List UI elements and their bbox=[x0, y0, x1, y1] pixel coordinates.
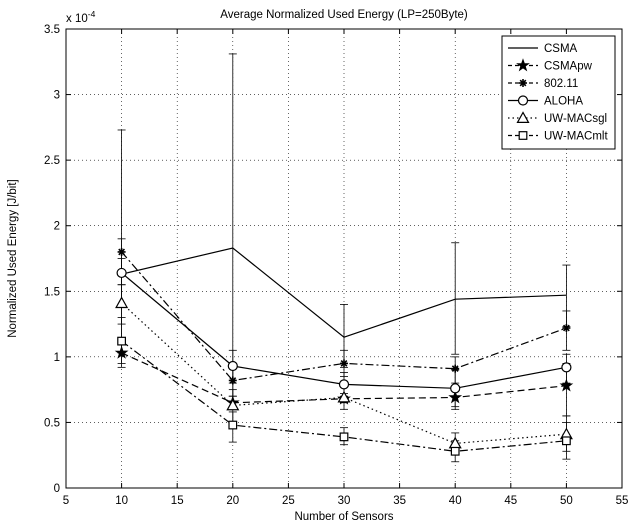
y-axis-multiplier: x 10-4 bbox=[66, 9, 96, 25]
data-point-uw-macsgl bbox=[337, 390, 351, 403]
data-point-802-11 bbox=[117, 247, 126, 256]
legend-marker-uw-macsgl bbox=[516, 111, 530, 124]
legend-label-csmapw: CSMApw bbox=[544, 61, 593, 73]
legend-marker-802-11-stroke bbox=[519, 79, 527, 87]
legend-box bbox=[501, 35, 616, 150]
data-point-802-11 bbox=[562, 324, 571, 333]
series-markers bbox=[114, 247, 574, 456]
data-point-aloha bbox=[338, 379, 350, 390]
data-point-uw-macsgl bbox=[226, 398, 240, 411]
y-tick-label: 0.5 bbox=[44, 417, 60, 429]
y-axis-label: Normalized Used Energy [J/bit] bbox=[7, 179, 19, 338]
y-multiplier-exponent: -4 bbox=[88, 9, 96, 19]
data-point-uw-macmlt bbox=[117, 336, 127, 346]
x-tick-label: 45 bbox=[504, 495, 517, 507]
legend-marker-csmapw bbox=[516, 58, 530, 72]
axis-ticks: 5 10 15 20 25 30 35 40 45 50 55 0 0.5 1 1.5 2 2.5 3 3.5 bbox=[44, 24, 628, 507]
series-line-csma bbox=[121, 247, 567, 338]
legend-label-aloha: ALOHA bbox=[544, 96, 583, 108]
legend-label-uw-macmlt: UW-MACmlt bbox=[544, 131, 608, 143]
legend-marker-802-11 bbox=[519, 79, 527, 87]
data-point-802-11 bbox=[340, 359, 348, 368]
data-point-802-11-stroke bbox=[340, 360, 348, 367]
y-tick-label: 3 bbox=[54, 90, 60, 102]
x-tick-label: 5 bbox=[63, 495, 69, 507]
data-point-uw-macsgl bbox=[448, 436, 462, 449]
legend-label-csma: CSMA bbox=[544, 43, 578, 55]
x-tick-label: 10 bbox=[115, 495, 128, 507]
y-tick-label: 2.5 bbox=[44, 155, 60, 167]
data-point-802-11 bbox=[451, 364, 460, 373]
data-point-csmapw bbox=[559, 378, 574, 392]
data-point-aloha bbox=[561, 362, 572, 373]
legend: CSMA CSMApw 802.11 ALOHA UW-MACsgl UW-MACmlt bbox=[501, 35, 616, 150]
y-tick-label: 1.5 bbox=[44, 286, 60, 298]
data-point-csmapw bbox=[114, 345, 129, 359]
data-point-802-11-stroke bbox=[118, 248, 125, 256]
data-point-802-11-stroke bbox=[451, 365, 459, 373]
y-multiplier-base: x 10 bbox=[66, 13, 88, 25]
data-point-uw-macmlt bbox=[339, 432, 349, 442]
x-axis-label: Number of Sensors bbox=[294, 511, 393, 523]
x-tick-label: 50 bbox=[560, 495, 573, 507]
x-tick-label: 25 bbox=[282, 495, 295, 507]
y-tick-label: 3.5 bbox=[44, 24, 60, 36]
data-point-802-11-stroke bbox=[563, 324, 570, 332]
x-tick-label: 35 bbox=[393, 495, 406, 507]
data-point-uw-macmlt bbox=[561, 436, 571, 446]
data-point-aloha bbox=[116, 267, 127, 279]
y-tick-label: 2 bbox=[54, 221, 60, 233]
data-point-802-11 bbox=[228, 376, 237, 385]
data-point-802-11-stroke bbox=[229, 377, 237, 384]
legend-marker-aloha bbox=[517, 95, 529, 106]
data-point-uw-macmlt bbox=[228, 420, 238, 430]
x-tick-label: 30 bbox=[338, 495, 351, 507]
x-tick-label: 55 bbox=[616, 495, 629, 507]
x-tick-label: 15 bbox=[171, 495, 184, 507]
data-point-uw-macmlt bbox=[450, 446, 460, 456]
series-line-802-11 bbox=[121, 251, 567, 382]
data-point-csmapw bbox=[448, 390, 463, 404]
y-tick-label: 1 bbox=[54, 352, 60, 364]
legend-label-802-11: 802.11 bbox=[544, 78, 578, 90]
legend-label-uw-macsgl: UW-MACsgl bbox=[544, 113, 607, 125]
chart-title: Average Normalized Used Energy (LP=250By… bbox=[220, 9, 468, 21]
legend-marker-uw-macmlt bbox=[518, 131, 528, 140]
y-tick-label: 0 bbox=[54, 483, 60, 495]
data-point-aloha bbox=[450, 383, 461, 394]
data-point-uw-macsgl bbox=[115, 296, 129, 309]
x-tick-label: 40 bbox=[449, 495, 462, 507]
x-tick-label: 20 bbox=[226, 495, 239, 507]
data-point-aloha bbox=[227, 360, 238, 372]
